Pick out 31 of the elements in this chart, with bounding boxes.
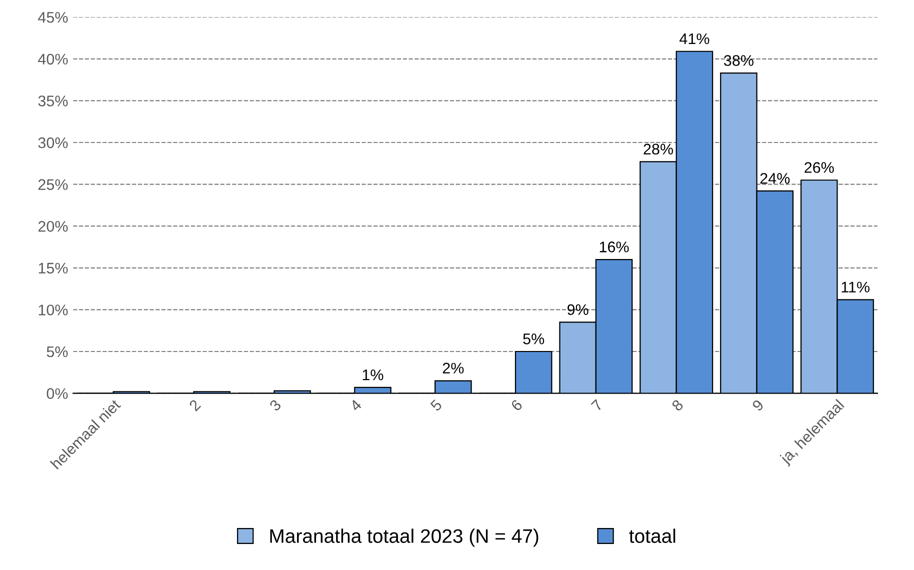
x-tick-label: 5 [430,399,443,412]
data-label: 38% [724,55,754,66]
x-tick-label: 8 [671,398,684,412]
data-label: 9% [568,304,588,316]
x-tick-label: 3 [268,398,282,412]
y-tick-label: 45% [38,12,68,23]
x-tick-label: 9 [752,398,764,412]
x-tick-label: 7 [590,399,604,412]
y-tick-label: 20% [38,220,68,232]
data-label: 24% [760,172,790,184]
x-tick-label: 6 [510,398,523,412]
y-tick-label: 15% [38,262,68,274]
data-label: 41% [680,33,710,44]
y-tick-label: 5% [46,346,68,358]
y-tick-label: 25% [38,179,68,190]
data-label: 2% [442,362,464,374]
y-tick-label: 30% [38,137,68,148]
x-tick-label: 4 [349,398,362,412]
legend-label: totaal [629,528,676,543]
y-tick-label: 10% [38,304,68,316]
data-label: 11% [842,282,870,292]
x-tick-label: 2 [188,398,202,412]
data-label: 1% [362,370,384,380]
y-tick-label: 40% [38,54,68,65]
data-label: 26% [804,162,834,173]
legend-label: Maranatha totaal 2023 (N = 47) [270,528,538,547]
y-tick-label: 35% [38,96,68,106]
data-label: 28% [644,144,674,155]
data-label: 5% [523,334,544,344]
data-label: 16% [600,242,629,252]
y-tick-label: 0% [46,388,68,399]
